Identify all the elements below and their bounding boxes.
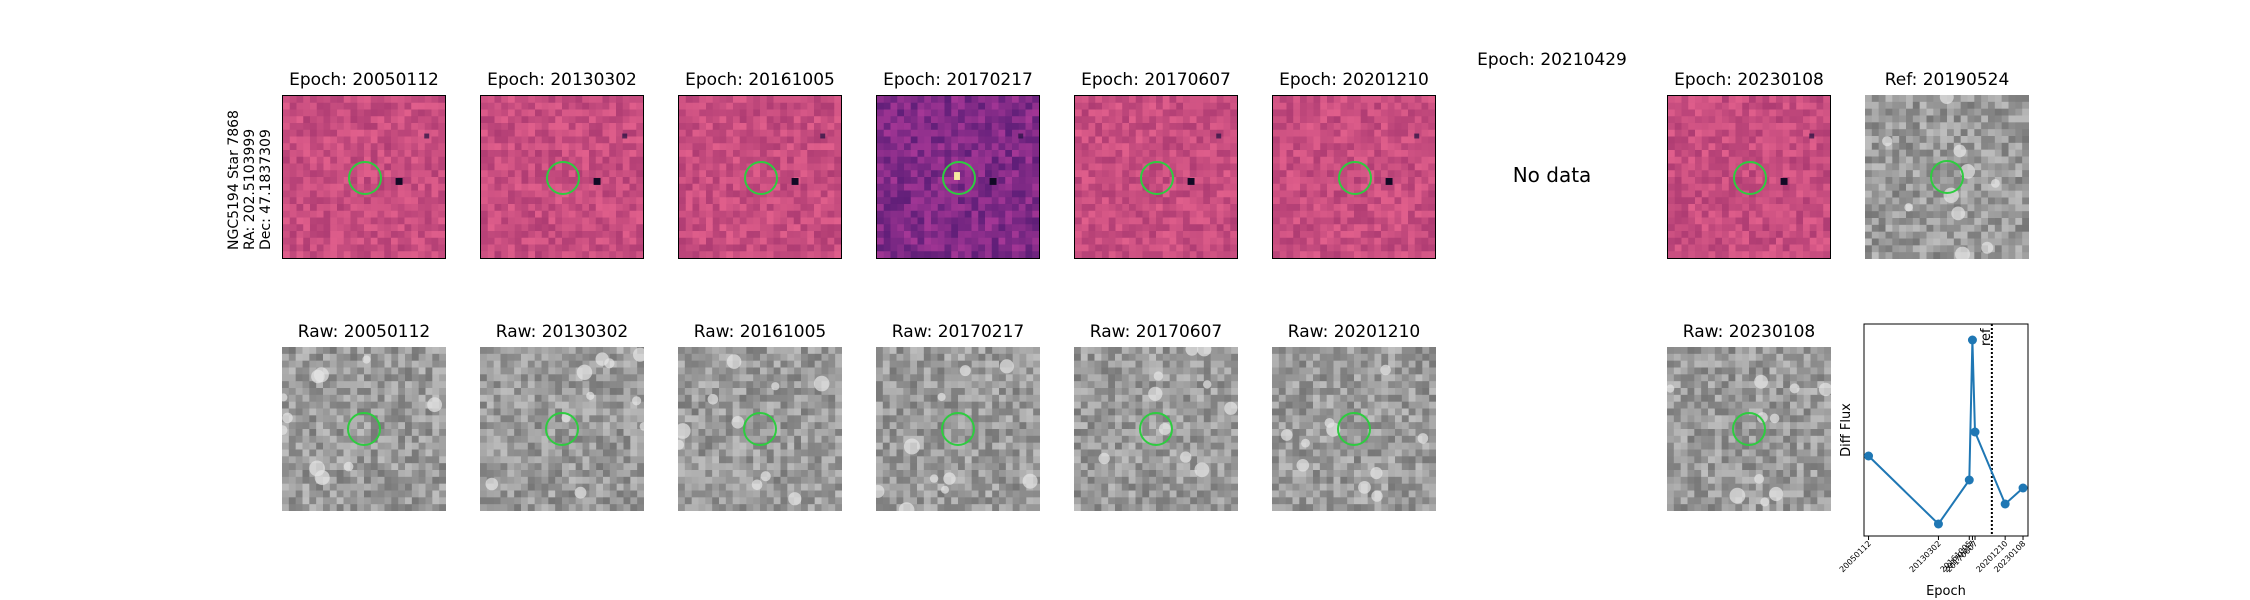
no-data-label: No data <box>1512 163 1592 187</box>
diff-panel-title: Epoch: 20170607 <box>1081 70 1231 90</box>
target-circle <box>744 161 778 195</box>
target-circle <box>1337 412 1371 446</box>
raw-panel-title: Raw: 20170217 <box>891 322 1025 342</box>
target-circle <box>347 412 381 446</box>
target-circle <box>1139 412 1173 446</box>
data-point <box>1970 427 1980 437</box>
y-axis-label: Diff Flux <box>1839 403 1854 457</box>
x-axis-label: Epoch <box>1926 584 1966 599</box>
diff-panel-title: Ref: 20190524 <box>1884 70 2010 90</box>
target-circle <box>546 161 580 195</box>
raw-panel-title: Raw: 20201210 <box>1287 322 1421 342</box>
diff-panel-title: Epoch: 20170217 <box>883 70 1033 90</box>
star-name: NGC5194 Star 7868 <box>226 110 242 250</box>
x-tick-label: 20050112 <box>1838 539 1873 574</box>
diff-panel-title: Epoch: 20161005 <box>685 70 835 90</box>
raw-image <box>1667 347 1831 511</box>
target-circle <box>348 161 382 195</box>
target-circle <box>743 412 777 446</box>
data-point <box>2000 499 2010 509</box>
plot-frame <box>1863 323 2029 537</box>
data-point <box>2018 483 2028 493</box>
ref-line-label: ref <box>1979 328 1994 346</box>
difference-image <box>678 95 842 259</box>
diff-panel-title: Epoch: 20230108 <box>1674 70 1824 90</box>
diff-panel-title: Epoch: 20201210 <box>1279 70 1429 90</box>
target-circle <box>1732 412 1766 446</box>
target-circle <box>942 161 976 195</box>
series-line <box>1867 339 2024 526</box>
star-dec: Dec: 47.1837309 <box>258 129 274 250</box>
raw-panel-title: Raw: 20130302 <box>495 322 629 342</box>
reference-image <box>1865 95 2029 259</box>
target-circle <box>545 412 579 446</box>
data-point <box>1933 519 1943 529</box>
target-circle <box>1733 161 1767 195</box>
diff-panel-title: Epoch: 20210429 <box>1477 50 1627 70</box>
raw-panel-title: Raw: 20050112 <box>297 322 431 342</box>
data-point <box>1964 475 1974 485</box>
target-circle <box>1930 160 1964 194</box>
raw-panel-title: Raw: 20170607 <box>1089 322 1223 342</box>
raw-panel-title: Raw: 20230108 <box>1682 322 1816 342</box>
x-tick-label: 20130302 <box>1908 539 1943 574</box>
star-ra: RA: 202.5103999 <box>242 128 258 250</box>
target-circle <box>1338 161 1372 195</box>
data-point <box>1864 451 1874 461</box>
raw-image <box>1074 347 1238 511</box>
difference-image <box>876 95 1040 259</box>
raw-image <box>678 347 842 511</box>
difference-image <box>480 95 644 259</box>
difference-image <box>1272 95 1436 259</box>
raw-image <box>876 347 1040 511</box>
diff-panel-title: Epoch: 20130302 <box>487 70 637 90</box>
raw-image <box>480 347 644 511</box>
raw-panel-title: Raw: 20161005 <box>693 322 827 342</box>
target-circle <box>1140 161 1174 195</box>
difference-image <box>1074 95 1238 259</box>
diff-panel-title: Epoch: 20050112 <box>289 70 439 90</box>
difference-image <box>282 95 446 259</box>
target-circle <box>941 412 975 446</box>
raw-image <box>282 347 446 511</box>
difference-image <box>1667 95 1831 259</box>
data-point <box>1967 335 1977 345</box>
raw-image <box>1272 347 1436 511</box>
